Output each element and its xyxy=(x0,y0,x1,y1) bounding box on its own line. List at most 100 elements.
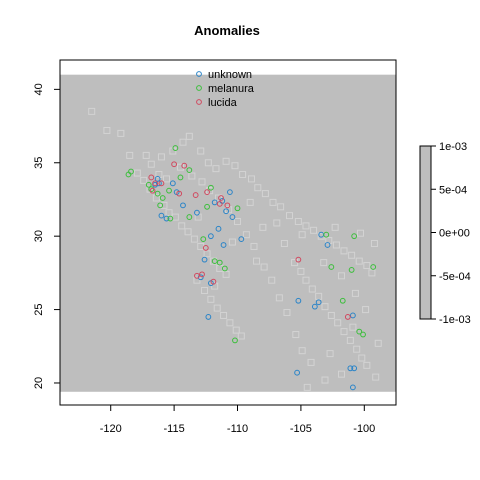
point-unknown xyxy=(227,189,233,196)
series-points xyxy=(125,145,377,391)
background-point xyxy=(325,237,333,245)
background-point xyxy=(337,272,345,280)
legend-label-unknown: unknown xyxy=(208,69,252,81)
background-point xyxy=(358,354,366,362)
background-point xyxy=(188,172,196,180)
point-lucida xyxy=(192,192,199,198)
background-point xyxy=(220,311,228,319)
background-point xyxy=(206,187,214,195)
background-point xyxy=(193,276,201,284)
background-point xyxy=(283,309,291,317)
background-point xyxy=(277,203,285,211)
point-melanura xyxy=(211,258,218,265)
background-point xyxy=(269,198,277,206)
point-unknown xyxy=(315,299,322,306)
background-point xyxy=(297,267,305,275)
point-melanura xyxy=(204,203,210,210)
point-unknown xyxy=(194,209,200,216)
y-axis: 20 25 30 35 40 xyxy=(33,83,60,389)
x-axis: -120 -115 -110 -105 -100 xyxy=(100,405,375,435)
background-point xyxy=(349,323,357,331)
background-point xyxy=(363,262,371,270)
background-point xyxy=(294,217,302,225)
background-point xyxy=(310,226,318,234)
point-unknown xyxy=(215,225,222,232)
point-melanura xyxy=(323,231,330,238)
point-unknown xyxy=(158,212,165,219)
background-point xyxy=(155,171,163,179)
background-point xyxy=(368,269,376,277)
background-point xyxy=(184,228,192,236)
point-lucida xyxy=(176,190,183,197)
background-point xyxy=(160,201,168,209)
point-unknown xyxy=(163,215,170,222)
background-point xyxy=(213,304,221,312)
background-point xyxy=(261,190,269,198)
point-melanura xyxy=(232,337,238,344)
point-melanura xyxy=(216,259,223,266)
point-lucida xyxy=(216,200,223,207)
background-point xyxy=(179,138,187,146)
legend-label-melanura: melanura xyxy=(208,83,255,95)
background-point xyxy=(146,185,154,193)
chart-title: Anomalies xyxy=(194,23,260,38)
point-lucida xyxy=(224,202,231,209)
legend: unknown melanura lucida xyxy=(196,69,255,109)
background-point xyxy=(247,175,255,183)
background-point xyxy=(237,332,245,340)
background-point xyxy=(157,153,165,161)
background-point xyxy=(340,328,348,336)
colorbar: 1e-03 5e-04 0e+00 -5e-04 -1e-03 xyxy=(419,141,471,326)
background-point xyxy=(351,289,359,297)
background-point xyxy=(242,231,250,239)
x-tick-label: -120 xyxy=(100,423,122,435)
background-point xyxy=(292,331,300,339)
point-unknown xyxy=(180,202,186,209)
background-point xyxy=(372,373,380,381)
background-point xyxy=(214,194,222,202)
background-point xyxy=(308,285,316,293)
background-point xyxy=(332,241,340,249)
background-point xyxy=(260,263,268,271)
background-point xyxy=(88,107,96,115)
background-point xyxy=(340,247,348,255)
point-unknown xyxy=(324,242,331,248)
x-tick-label: -100 xyxy=(353,423,375,435)
raster-layer xyxy=(60,74,396,392)
point-lucida xyxy=(158,180,165,187)
point-melanura xyxy=(370,264,377,270)
legend-marker-melanura xyxy=(196,85,202,91)
background-point xyxy=(222,157,230,165)
background-point xyxy=(275,294,283,302)
background-point xyxy=(355,257,363,265)
background-point xyxy=(348,251,356,259)
point-melanura xyxy=(348,267,355,273)
point-lucida xyxy=(181,162,188,169)
background-point xyxy=(327,311,335,319)
raster-fill xyxy=(60,74,396,392)
colorbar-tick-label: 5e-04 xyxy=(439,184,467,196)
point-unknown xyxy=(311,303,318,310)
background-point xyxy=(353,345,361,353)
point-melanura xyxy=(328,264,335,270)
background-point xyxy=(356,229,364,237)
point-lucida xyxy=(194,272,200,279)
background-point xyxy=(362,306,370,314)
background-point xyxy=(103,126,111,134)
background-point xyxy=(334,319,342,327)
x-tick-label: -105 xyxy=(290,423,312,435)
background-point xyxy=(201,286,209,294)
y-tick-label: 40 xyxy=(33,83,45,95)
background-point xyxy=(140,176,148,184)
background-point xyxy=(254,184,262,192)
background-point xyxy=(303,383,311,391)
point-lucida xyxy=(149,187,156,194)
colorbar-tick-label: -1e-03 xyxy=(439,314,471,326)
background-point xyxy=(185,132,193,140)
point-melanura xyxy=(186,214,193,220)
background-point xyxy=(133,169,141,177)
point-melanura xyxy=(200,236,207,243)
background-point xyxy=(246,198,254,206)
point-melanura xyxy=(177,174,184,181)
